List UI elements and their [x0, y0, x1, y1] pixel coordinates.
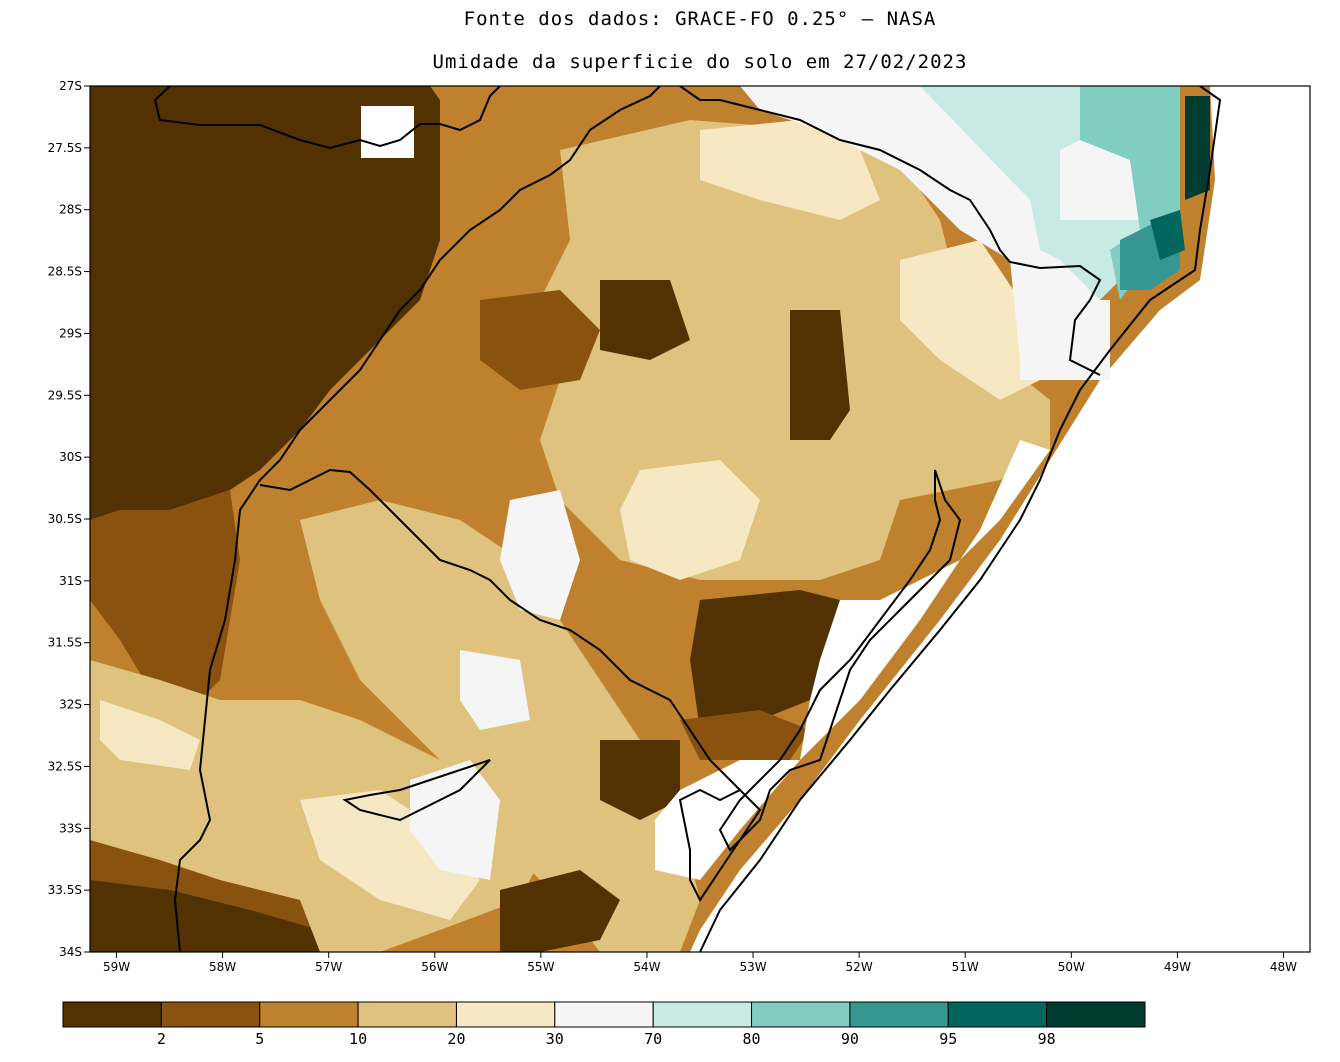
region-saturated-northeast: [1185, 96, 1210, 200]
lon-tick-label: 53W: [739, 960, 766, 974]
region-dry-southeast: [680, 710, 810, 760]
map-title: Umidade da superficie do solo em 27/02/2…: [432, 51, 968, 73]
colorbar-label: 80: [743, 1030, 761, 1048]
region-very-dry-central-east: [790, 310, 850, 440]
colorbar-label: 20: [447, 1030, 465, 1048]
region-neutral-south-central: [500, 490, 580, 620]
lat-tick-label: 28.5S: [48, 265, 82, 279]
colorbar-label: 95: [939, 1030, 957, 1048]
lat-tick-label: 27.5S: [48, 141, 82, 155]
lat-tick-label: 31.5S: [48, 636, 82, 650]
no-data-ocean: [690, 86, 1310, 952]
colorbar-swatch: [947, 1001, 1048, 1028]
lon-tick-label: 48W: [1270, 960, 1297, 974]
colorbar-swatch: [849, 1001, 949, 1028]
lagoon-dos-patos: [718, 469, 962, 852]
region-very-dry-southwest: [90, 880, 320, 952]
colorbar-label: 98: [1038, 1030, 1056, 1048]
lat-tick-label: 34S: [59, 945, 82, 959]
region-wet-middle: [620, 460, 760, 580]
lagoon-mirim: [678, 788, 762, 902]
lat-tick-label: 29S: [59, 326, 82, 340]
colorbar-swatch: [160, 1001, 261, 1028]
region-neutral-middle: [460, 650, 530, 730]
lat-tick-label: 31S: [59, 574, 82, 588]
lat-tick-label: 30.5S: [48, 512, 82, 526]
boundaries: [153, 86, 1222, 952]
colorbar-swatch: [652, 1001, 753, 1028]
region-neutral-coast: [1020, 300, 1110, 380]
lat-tick-label: 33S: [59, 821, 82, 835]
lat-tick-label: 30S: [59, 450, 82, 464]
coastline: [699, 86, 1222, 952]
colorbar: 2 5 10 20 30 70 80 90 95 98: [62, 1001, 1146, 1048]
region-wet-east-central: [900, 240, 1040, 400]
region-saturated-patch: [1150, 210, 1185, 260]
region-very-dry-south-central: [600, 740, 680, 820]
lon-tick-label: 51W: [952, 960, 979, 974]
colorbar-label: 10: [349, 1030, 367, 1048]
region-neutral-south: [410, 760, 500, 880]
data-source-title: Fonte dos dados: GRACE-FO 0.25° – NASA: [463, 8, 937, 30]
state-border-north: [153, 86, 501, 150]
lon-tick-label: 52W: [846, 960, 873, 974]
lon-tick-label: 59W: [103, 960, 130, 974]
colorbar-swatch: [62, 1001, 162, 1028]
lat-tick-label: 29.5S: [48, 388, 82, 402]
region-wet-southwest: [100, 700, 200, 770]
no-data-patch-north: [361, 106, 414, 158]
lon-tick-label: 56W: [421, 960, 448, 974]
region-very-dry-southeast: [690, 590, 840, 730]
lon-tick-label: 54W: [633, 960, 660, 974]
region-very-dry-central: [600, 280, 690, 360]
region-dry-central: [480, 290, 600, 390]
region-wet-central: [700, 120, 880, 220]
state-border-east: [679, 86, 1102, 376]
colorbar-swatch: [259, 1001, 359, 1028]
colorbar-swatch: [1046, 1001, 1146, 1028]
lon-tick-label: 58W: [209, 960, 236, 974]
lat-tick-label: 27S: [59, 79, 82, 93]
colorbar-label: 5: [255, 1030, 264, 1048]
longitude-axis: 59W 58W 57W 56W 55W 54W 53W 52W 51W 50W 49W 48W: [103, 952, 1297, 974]
colorbar-label: 30: [546, 1030, 564, 1048]
region-very-dry-south: [500, 870, 620, 952]
state-border-northeast: [173, 86, 661, 952]
colorbar-label: 70: [644, 1030, 662, 1048]
colorbar-swatch: [751, 1001, 851, 1028]
region-wet-south-central: [300, 790, 480, 920]
region-dry-west-band: [90, 490, 240, 700]
reservoir-outline: [342, 759, 491, 822]
lon-tick-label: 50W: [1058, 960, 1085, 974]
lat-tick-label: 28S: [59, 203, 82, 217]
colorbar-swatch: [554, 1001, 654, 1028]
no-data-lagoon: [655, 440, 1050, 880]
latitude-axis: 27S 27.5S 28S 28.5S 29S 29.5S 30S 30.5S 31S 31.5S…: [48, 79, 90, 959]
lat-tick-label: 32.5S: [48, 759, 82, 773]
region-moist-northeast: [920, 86, 1140, 300]
colorbar-swatch: [455, 1001, 556, 1028]
lat-tick-label: 32S: [59, 698, 82, 712]
region-neutral-northeast: [740, 86, 1180, 360]
lon-tick-label: 57W: [315, 960, 342, 974]
country-border-uruguay: [259, 468, 741, 791]
lon-tick-label: 55W: [527, 960, 554, 974]
colorbar-label: 2: [157, 1030, 166, 1048]
lon-tick-label: 49W: [1164, 960, 1191, 974]
lat-tick-label: 33.5S: [48, 883, 82, 897]
region-very-dry-west: [90, 86, 440, 520]
colorbar-label: 90: [841, 1030, 859, 1048]
colorbar-swatch: [357, 1001, 457, 1028]
